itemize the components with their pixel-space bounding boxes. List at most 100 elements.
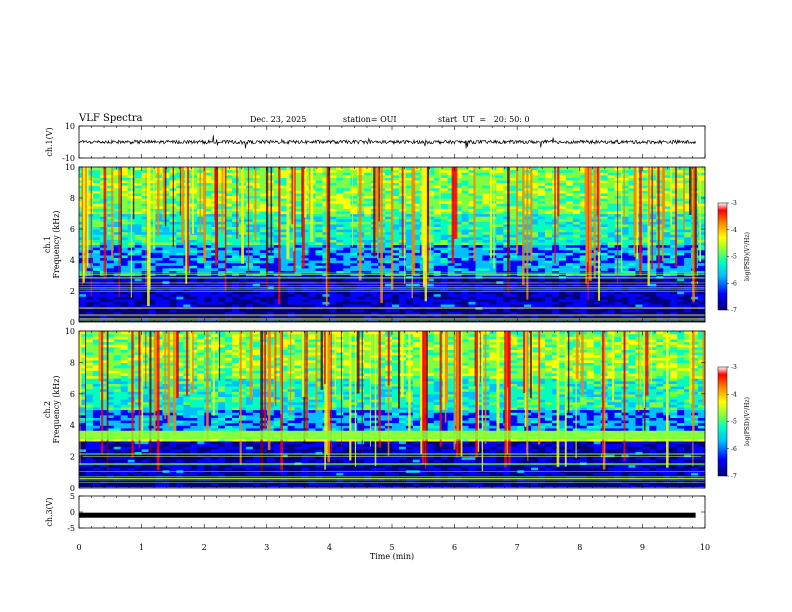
spectrogram-cell <box>259 301 268 305</box>
spectrogram-cell <box>225 208 233 212</box>
spectrogram-cell <box>572 195 581 199</box>
spectrogram-cell <box>475 226 484 230</box>
spectrogram-cell <box>607 192 616 197</box>
spectrogram-cell <box>336 208 344 212</box>
spectrogram-cell <box>482 210 490 215</box>
spectrogram-cell <box>218 319 226 322</box>
spectrogram-cell <box>364 257 372 261</box>
spectrogram-cell <box>607 239 616 243</box>
spectrogram-cell <box>197 301 205 305</box>
spectrogram-cell <box>614 319 623 322</box>
spectrogram-cell <box>489 187 497 191</box>
spectrogram-cell <box>440 306 449 310</box>
spectrogram-cell <box>489 218 497 222</box>
spectrogram-cell <box>148 223 157 228</box>
spectrogram-cell <box>684 203 692 207</box>
spectrogram-cell <box>92 226 101 230</box>
spectrogram-cell <box>329 260 337 264</box>
spectrogram-cell <box>405 210 414 215</box>
spectrogram-cell <box>225 190 233 194</box>
spectrogram-cell <box>510 213 518 217</box>
spectrogram-cell <box>649 179 657 184</box>
spectrogram-cell <box>364 298 372 302</box>
spectrogram-cell <box>350 216 358 220</box>
spectrogram-cell <box>572 311 581 315</box>
spectrogram-cell <box>461 275 470 279</box>
spectrogram-cell <box>656 218 664 222</box>
spectrogram-cell <box>538 249 546 253</box>
spectrogram-cell <box>148 236 157 240</box>
spectrogram-cell <box>440 293 449 297</box>
spectrogram-cell <box>551 195 560 199</box>
spectrogram-cell <box>677 231 685 235</box>
spectrogram-cell <box>656 241 664 246</box>
spectrogram-cell <box>343 257 351 261</box>
spectrogram-cell <box>364 239 372 243</box>
spectrogram-cell <box>273 267 282 271</box>
spectrogram-cell <box>329 306 337 310</box>
spectrogram-cell <box>531 208 539 212</box>
spectrogram-cell <box>385 192 393 197</box>
spectrogram-cell <box>294 203 303 207</box>
spectrogram-cell <box>273 229 282 233</box>
spectrogram-cell <box>392 190 400 194</box>
spectrogram-cell <box>287 241 296 246</box>
spectrogram-cell <box>155 319 164 322</box>
spectrogram-cell <box>684 236 692 240</box>
spectrogram-cell <box>238 309 247 313</box>
spectrogram-cell <box>211 309 219 313</box>
spectrogram-cell <box>350 221 358 225</box>
spectrogram-cell <box>85 216 94 220</box>
spectrogram-cell <box>684 252 692 256</box>
spectrogram-cell <box>252 200 261 204</box>
spectrogram-cell <box>433 239 442 243</box>
spectrogram-cell <box>211 301 219 305</box>
spectrogram-cell <box>621 275 630 279</box>
spectrogram-cell <box>343 280 351 284</box>
spectrogram-cell <box>440 262 449 266</box>
spectrogram-cell <box>190 200 198 204</box>
spectrogram-cell <box>656 291 664 295</box>
spectrogram-cell <box>433 283 442 287</box>
spectrogram-cell <box>259 291 268 295</box>
spectrogram-cell <box>245 265 254 269</box>
spectrogram-cell <box>350 208 358 212</box>
spectrogram-cell <box>412 241 421 246</box>
spectrogram-cell <box>343 198 351 202</box>
spectrogram-cell <box>558 309 567 313</box>
spectrogram-cell <box>468 210 477 215</box>
spectrogram-cell <box>176 254 184 259</box>
spectrogram-cell <box>649 190 657 194</box>
spectrogram-cell <box>565 200 574 204</box>
spectrogram-cell <box>287 247 296 251</box>
spectrogram-cell <box>134 267 143 271</box>
spectrogram-cell <box>649 301 657 305</box>
spectrogram-cell <box>162 270 171 274</box>
spectrogram-cell <box>558 280 567 284</box>
spectrogram-cell <box>211 247 219 251</box>
spectrogram-cell <box>551 205 560 209</box>
spectrogram-cell <box>204 270 212 274</box>
spectrogram-cell <box>517 249 525 253</box>
spectrogram-cell <box>621 210 630 215</box>
spectrogram-cell <box>600 293 609 297</box>
spectrogram-cell <box>454 262 463 266</box>
spectrogram-cell <box>482 239 490 243</box>
spectrogram-cell <box>670 283 678 287</box>
spectrogram-cell <box>350 306 358 310</box>
spectrogram-cell <box>565 262 574 266</box>
spectrogram-cell <box>517 216 525 220</box>
spectrogram-cell <box>392 301 400 305</box>
spectrogram-cell <box>642 247 650 251</box>
spectrogram-cell <box>113 236 122 240</box>
spectrogram-cell <box>496 234 504 238</box>
spectrogram-cell <box>558 218 567 222</box>
spectrogram-cell <box>433 262 442 266</box>
spectrogram-cell <box>433 203 442 207</box>
spectrogram-cell <box>211 303 219 308</box>
spectrogram-cell <box>176 301 184 305</box>
spectrogram-cell <box>315 216 324 220</box>
spectrogram-cell <box>106 239 115 243</box>
spectrogram-cell <box>489 185 497 189</box>
spectrogram-cell <box>392 208 400 212</box>
